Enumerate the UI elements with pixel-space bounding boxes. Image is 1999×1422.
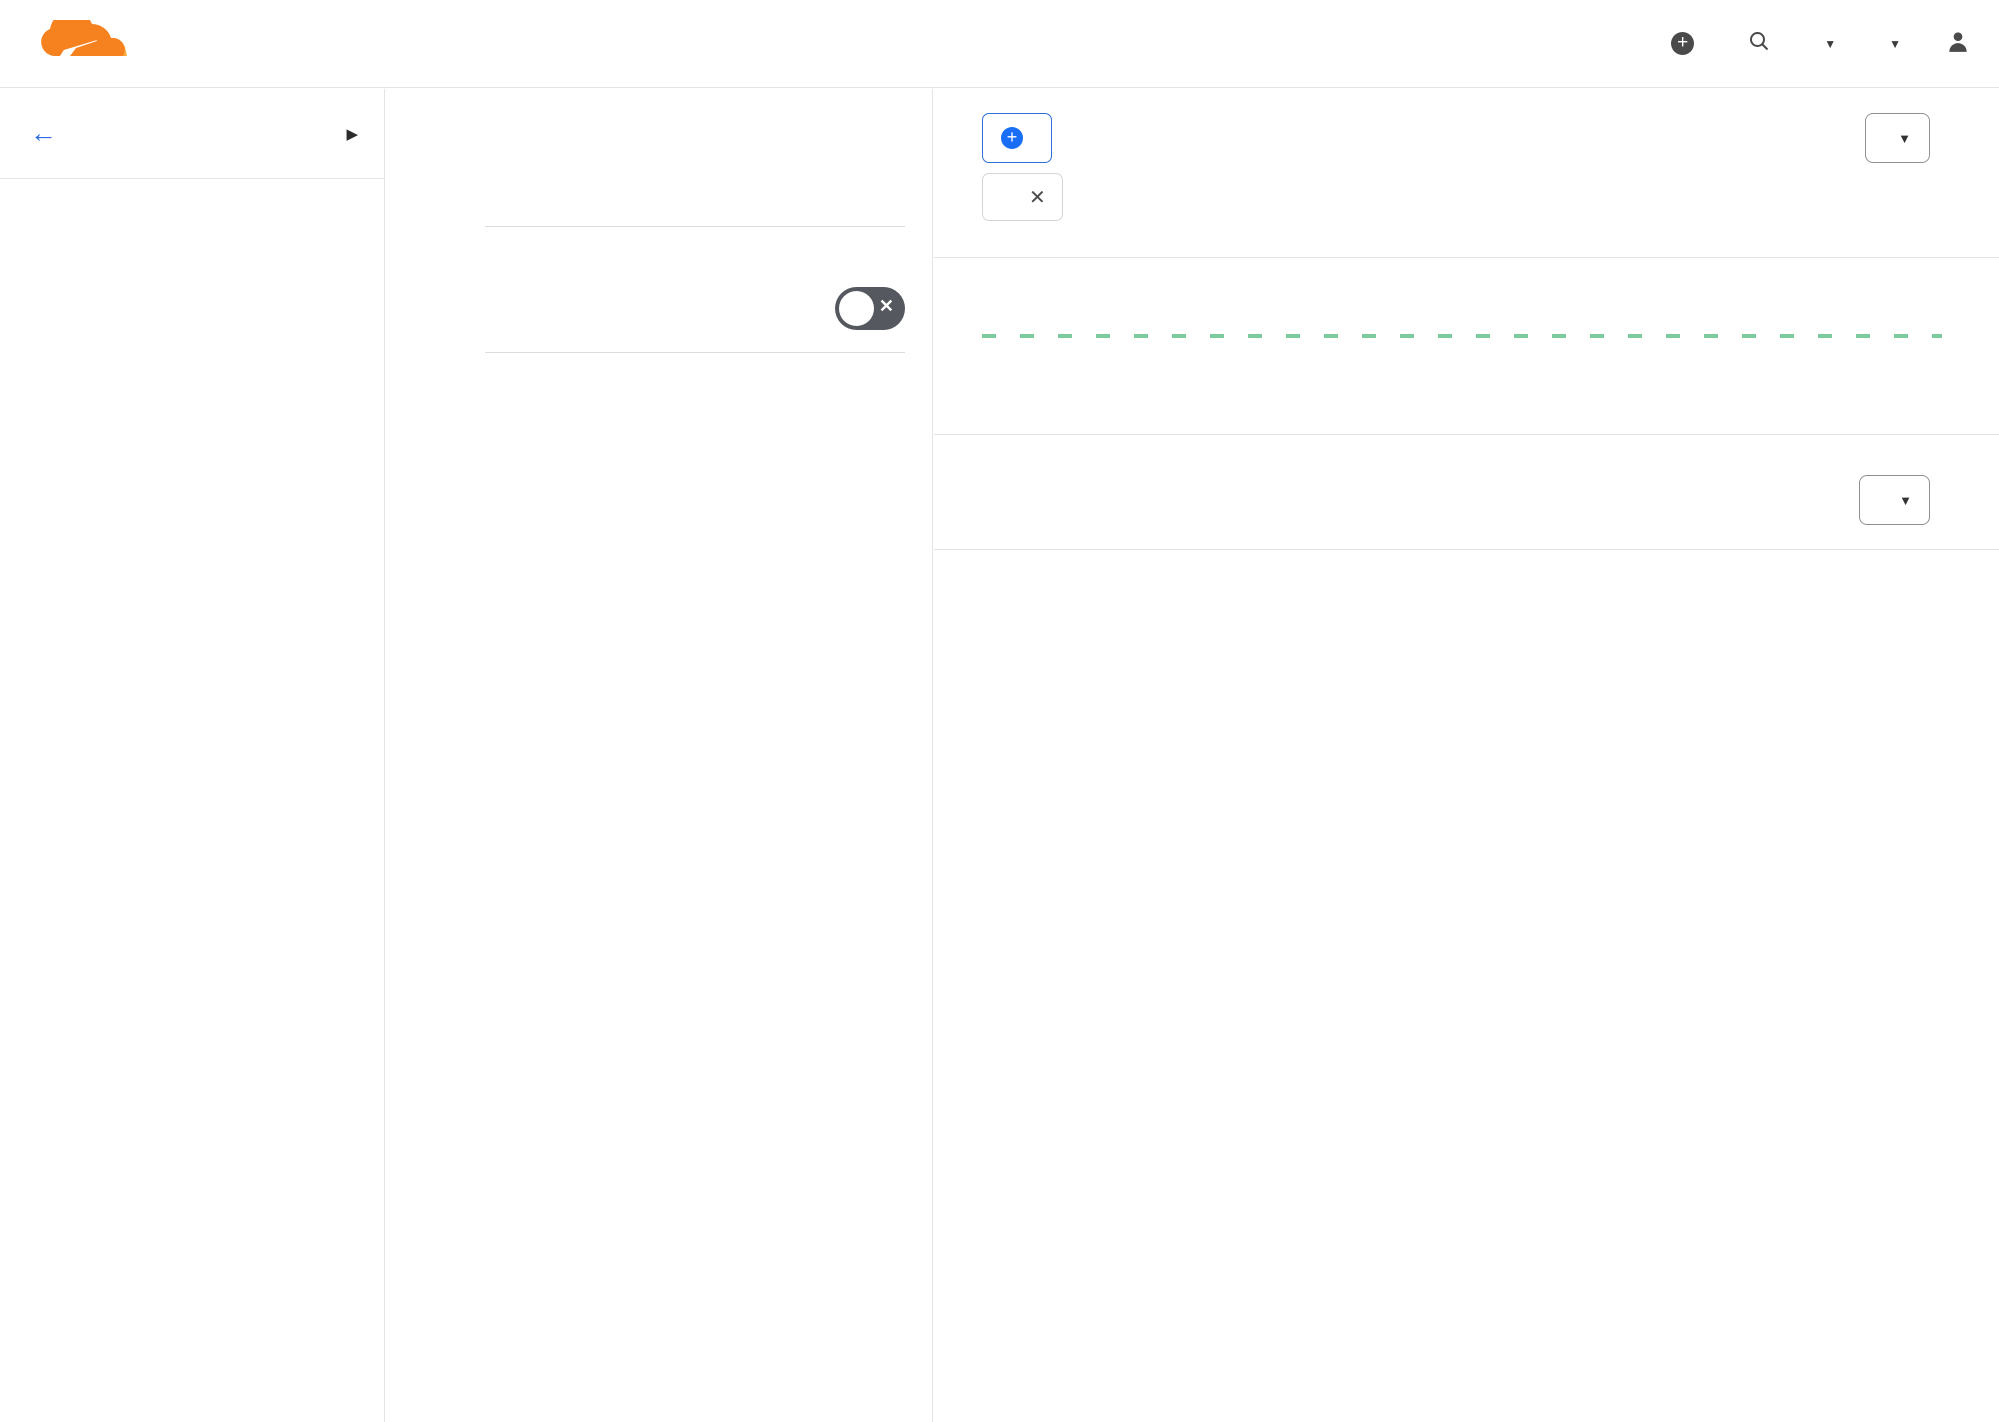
back-arrow-icon[interactable]: ←: [30, 118, 57, 148]
search-icon: [1747, 29, 1771, 59]
account-menu[interactable]: [1945, 28, 1971, 60]
divider: [485, 226, 905, 227]
filter-chip[interactable]: ✕: [982, 173, 1063, 221]
cloudflare-cloud-icon: [28, 10, 146, 67]
search-button[interactable]: [1747, 29, 1771, 59]
remove-filter-icon[interactable]: ✕: [1029, 186, 1046, 209]
cache-status-stacked-bar: [982, 345, 1942, 390]
divider: [485, 352, 905, 353]
plus-circle-icon: +: [1001, 127, 1023, 149]
top-header: + ▼ ▼: [0, 0, 1999, 88]
chevron-down-icon: ▼: [1889, 36, 1901, 51]
chevron-right-icon[interactable]: ▶: [346, 125, 358, 143]
stacked-bar-dash-line: [982, 334, 1942, 338]
add-filter-button[interactable]: +: [982, 113, 1052, 163]
items-count-dropdown[interactable]: ▼: [1859, 475, 1930, 525]
toggle-off-x-icon: ✕: [878, 296, 894, 316]
plus-circle-icon: +: [1671, 32, 1695, 55]
time-range-dropdown[interactable]: ▼: [1865, 113, 1930, 163]
toggle-knob: [839, 291, 874, 326]
add-site-button[interactable]: +: [1671, 32, 1703, 55]
site-switcher: ← ▶: [0, 89, 384, 179]
requests-by-source-header: ▼: [982, 475, 1942, 525]
requests-by-source-title: [982, 475, 1942, 487]
chevron-down-icon: ▼: [1824, 36, 1837, 51]
sidebar: ← ▶: [0, 89, 385, 1422]
development-mode-toggle[interactable]: ✕: [835, 287, 905, 330]
filter-bar: + ✕ ▼: [982, 113, 1942, 221]
language-menu[interactable]: ▼: [1880, 37, 1901, 51]
cloudflare-logo[interactable]: [28, 10, 146, 68]
divider: [934, 257, 1999, 258]
support-menu[interactable]: ▼: [1815, 37, 1836, 51]
divider: [934, 434, 1999, 435]
development-mode-row: ✕: [485, 253, 905, 330]
chevron-down-icon: ▼: [1899, 492, 1912, 508]
analytics-panel: + ✕ ▼ ▼: [934, 89, 1999, 1422]
sidebar-nav: [0, 179, 384, 189]
divider: [934, 549, 1999, 550]
user-icon: [1945, 28, 1971, 60]
chevron-down-icon: ▼: [1898, 130, 1911, 146]
summary-column: ✕: [385, 89, 933, 1422]
